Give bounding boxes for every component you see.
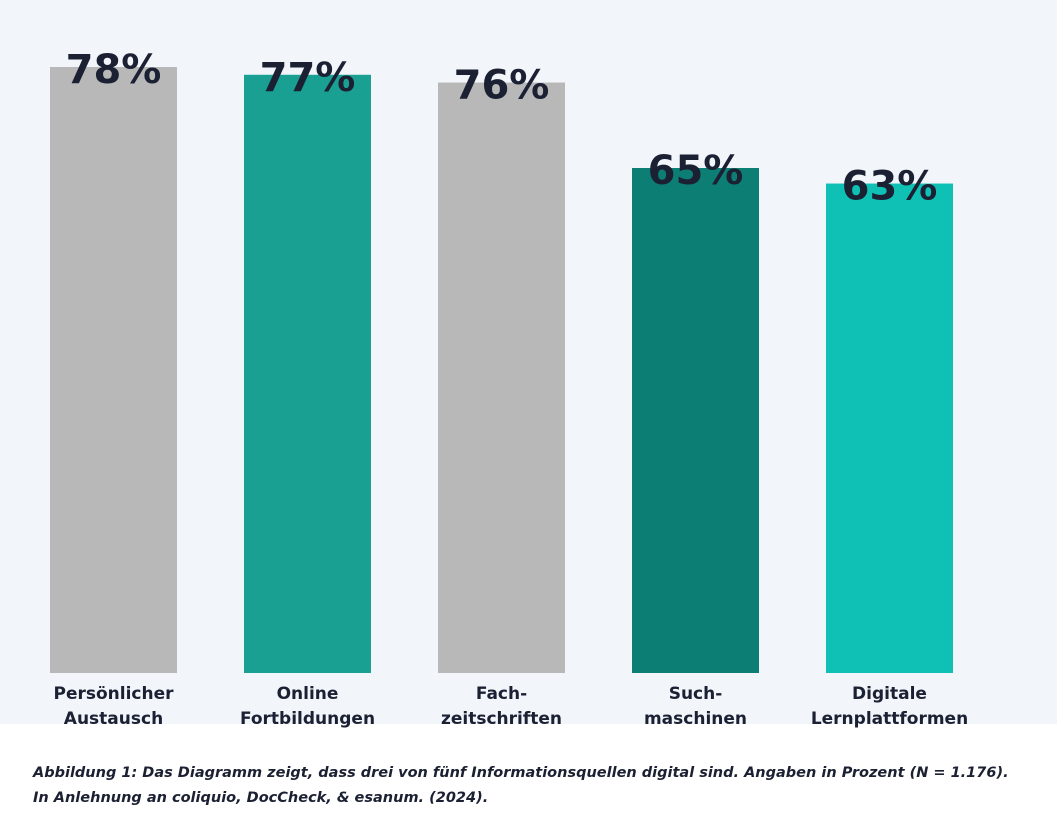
bar	[50, 67, 177, 673]
x-tick-label: Online Fortbildungen	[240, 684, 375, 729]
value-label: 78%	[66, 47, 162, 93]
value-label: 76%	[454, 63, 550, 109]
bar	[438, 82, 565, 674]
value-label: 77%	[260, 55, 356, 101]
caption: Abbildung 1: Das Diagramm zeigt, dass dr…	[32, 765, 1009, 781]
caption: In Anlehnung an coliquio, DocCheck, & es…	[33, 790, 488, 806]
bar	[632, 168, 759, 673]
bar	[826, 183, 953, 674]
x-tick-label: Fach-zeitschriften	[441, 684, 562, 729]
x-tick-label: Digitale Lernplattformen	[811, 684, 968, 729]
value-label: 63%	[842, 164, 938, 210]
value-label: 65%	[648, 148, 744, 194]
x-tick-label: Persönlicher Austausch	[53, 684, 174, 729]
x-tick-label: Such-maschinen	[644, 684, 747, 729]
bar	[244, 74, 371, 674]
